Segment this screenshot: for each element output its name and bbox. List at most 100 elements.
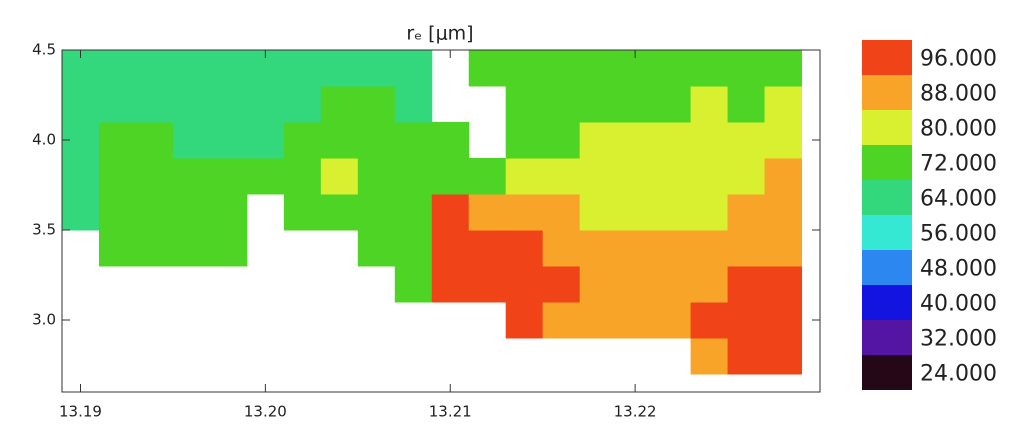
heatmap-cell	[135, 50, 174, 87]
heatmap-cell	[246, 86, 285, 123]
heatmap-cell	[357, 122, 396, 159]
colorbar-label: 88.000	[920, 82, 997, 107]
heatmap-cell	[542, 50, 581, 87]
colorbar-swatch	[862, 215, 912, 250]
colorbar-label: 56.000	[920, 222, 997, 247]
colorbar-label: 40.000	[920, 292, 997, 317]
x-tick-label: 13.19	[59, 403, 102, 421]
heatmap-cell	[542, 230, 581, 267]
heatmap-cell	[431, 122, 470, 159]
x-tick-label: 13.21	[429, 403, 472, 421]
heatmap-cell	[653, 50, 692, 87]
heatmap-cell	[690, 194, 729, 231]
heatmap-cell	[764, 122, 803, 159]
heatmap-cell	[505, 194, 544, 231]
heatmap-cell	[320, 122, 359, 159]
heatmap-cell	[764, 266, 803, 303]
heatmap-cell	[690, 230, 729, 267]
heatmap-cell	[690, 266, 729, 303]
heatmap-cell	[394, 194, 433, 231]
heatmap-cell	[357, 86, 396, 123]
heatmap-cell	[62, 158, 100, 195]
heatmap-cell	[727, 302, 766, 339]
heatmap-cell	[764, 86, 803, 123]
heatmap-cell	[468, 50, 507, 87]
heatmap-cell	[690, 338, 729, 375]
heatmap-cell	[98, 194, 137, 231]
heatmap-cell	[209, 50, 248, 87]
colorbar-swatch	[862, 355, 912, 390]
heatmap-cell	[542, 86, 581, 123]
heatmap-cell	[246, 122, 285, 159]
heatmap-cell	[653, 86, 692, 123]
heatmap-cell	[394, 230, 433, 267]
heatmap-cell	[505, 86, 544, 123]
heatmap-cell	[135, 122, 174, 159]
colorbar-swatch	[862, 180, 912, 215]
colorbar-label: 32.000	[920, 327, 997, 352]
heatmap-cell	[98, 158, 137, 195]
heatmap-cell	[431, 158, 470, 195]
heatmap-cell	[579, 122, 618, 159]
colorbar-swatch	[862, 75, 912, 110]
heatmap-cell	[579, 194, 618, 231]
heatmap-cell	[505, 266, 544, 303]
heatmap-cell	[542, 194, 581, 231]
heatmap-cell	[653, 122, 692, 159]
heatmap-cell	[764, 158, 803, 195]
heatmap-cell	[542, 158, 581, 195]
heatmap-cell	[505, 230, 544, 267]
heatmap-cell	[727, 230, 766, 267]
heatmap-cell	[616, 122, 655, 159]
heatmap-cell	[579, 86, 618, 123]
heatmap-cell	[690, 158, 729, 195]
heatmap-cell	[283, 158, 322, 195]
heatmap-cell	[690, 122, 729, 159]
y-tick-label: 3.0	[32, 311, 56, 329]
heatmap-cell	[209, 122, 248, 159]
x-tick-label: 13.22	[614, 403, 657, 421]
heatmap-cell	[579, 266, 618, 303]
heatmap-cell	[653, 194, 692, 231]
plot-frame	[61, 49, 821, 393]
heatmap-cell	[320, 158, 359, 195]
heatmap-cell	[431, 230, 470, 267]
colorbar-swatch	[862, 110, 912, 145]
heatmap-cell	[542, 302, 581, 339]
heatmap-cell	[468, 230, 507, 267]
heatmap-cell	[505, 122, 544, 159]
heatmap	[62, 50, 803, 375]
heatmap-cell	[135, 194, 174, 231]
heatmap-cell	[62, 86, 100, 123]
heatmap-cell	[542, 122, 581, 159]
heatmap-cell	[246, 158, 285, 195]
colorbar-swatch	[862, 285, 912, 320]
heatmap-cell	[653, 230, 692, 267]
heatmap-cell	[579, 158, 618, 195]
heatmap-cell	[542, 266, 581, 303]
heatmap-cell	[431, 194, 470, 231]
heatmap-cell	[653, 266, 692, 303]
heatmap-cell	[579, 302, 618, 339]
heatmap-cell	[283, 50, 322, 87]
heatmap-cell	[209, 86, 248, 123]
heatmap-cell	[653, 158, 692, 195]
heatmap-cell	[98, 50, 137, 87]
heatmap-cell	[320, 194, 359, 231]
heatmap-cell	[357, 194, 396, 231]
heatmap-cell	[209, 158, 248, 195]
heatmap-cell	[172, 86, 211, 123]
heatmap-cell	[505, 50, 544, 87]
heatmap-cell	[616, 266, 655, 303]
heatmap-cell	[468, 194, 507, 231]
heatmap-cell	[283, 122, 322, 159]
heatmap-cell	[357, 230, 396, 267]
heatmap-cell	[357, 158, 396, 195]
heatmap-cell	[172, 158, 211, 195]
heatmap-cell	[394, 266, 433, 303]
heatmap-cell	[468, 266, 507, 303]
colorbar-label: 72.000	[920, 152, 997, 177]
heatmap-cell	[505, 302, 544, 339]
heatmap-cell	[764, 194, 803, 231]
colorbar-label: 24.000	[920, 362, 997, 387]
